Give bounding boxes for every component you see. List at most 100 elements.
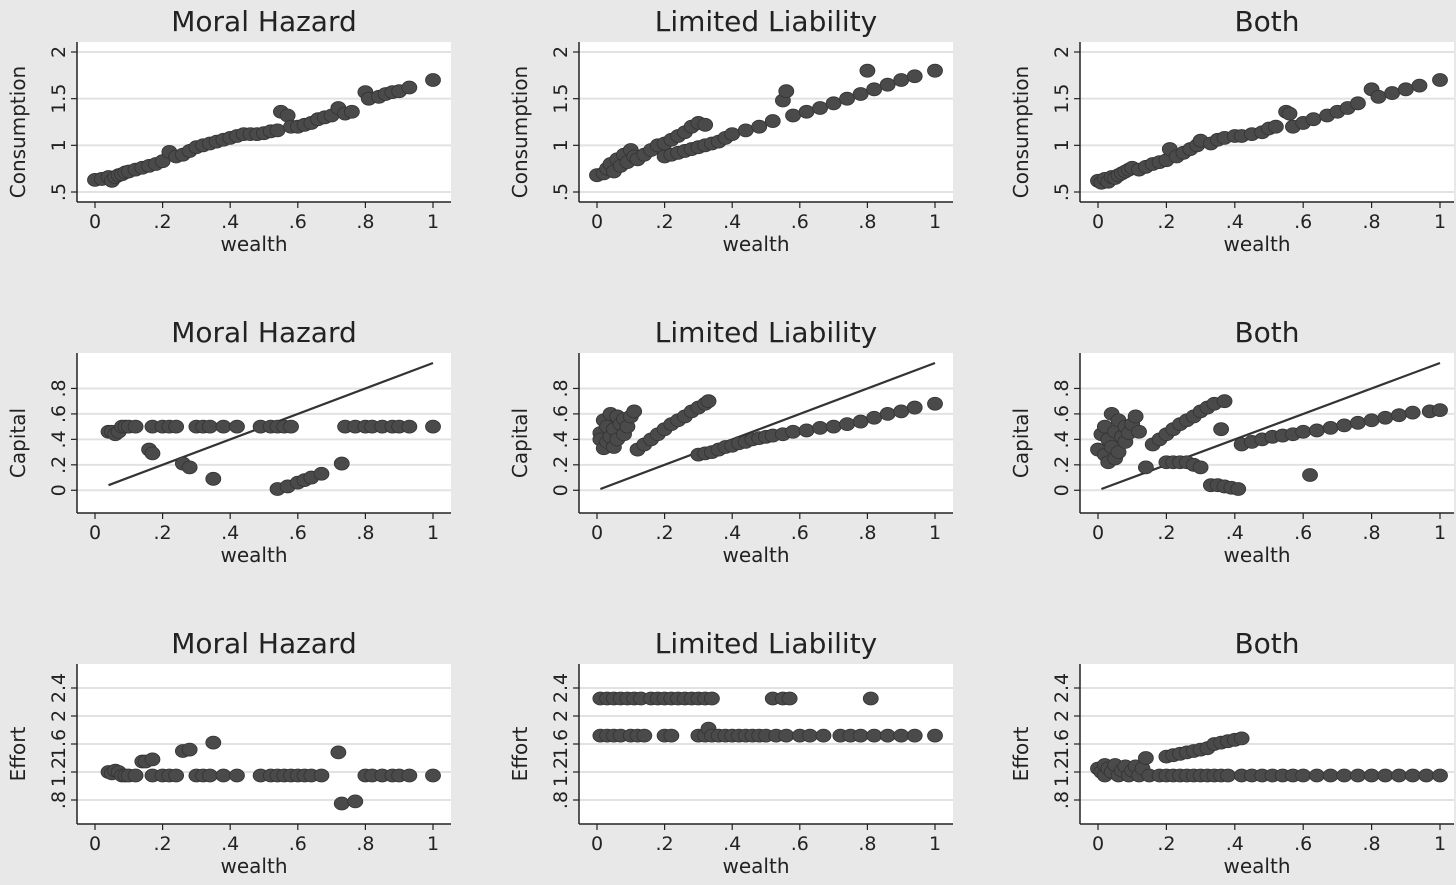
x-tick-label: .2 [154, 211, 172, 233]
data-point [1137, 460, 1154, 475]
y-tick-label: .4 [550, 430, 572, 448]
data-point [1363, 413, 1380, 428]
data-point [333, 456, 350, 471]
x-tick-label: .4 [1226, 833, 1244, 855]
x-tick-label: 1 [427, 522, 439, 544]
plot-area [77, 42, 451, 202]
x-tick-label: .2 [656, 833, 674, 855]
data-point [1308, 768, 1325, 783]
y-axis-label: Consumption [508, 66, 532, 198]
x-axis-label: wealth [723, 854, 790, 878]
data-point [636, 728, 653, 743]
y-tick-label: 1.6 [48, 729, 70, 759]
data-point [425, 419, 441, 434]
data-point [313, 466, 330, 481]
y-tick-label: 0 [550, 484, 572, 496]
data-point [1391, 768, 1407, 783]
data-point [1432, 768, 1448, 783]
y-tick-label: 2 [48, 710, 70, 722]
x-tick-label: 0 [89, 522, 101, 544]
y-tick-label: 2.4 [48, 673, 70, 703]
y-tick-label: .8 [1051, 791, 1073, 809]
x-tick-label: .8 [858, 522, 876, 544]
y-tick-label: 2 [550, 46, 572, 58]
data-point [144, 446, 161, 461]
data-point [697, 117, 714, 132]
panel-title: Limited Liability [655, 627, 878, 660]
data-point [229, 768, 245, 783]
y-tick-label: .8 [550, 379, 572, 397]
y-tick-label: 1.5 [1051, 84, 1073, 114]
data-point [343, 104, 360, 119]
x-tick-label: 0 [1092, 522, 1104, 544]
data-point [229, 419, 245, 434]
data-point [1377, 410, 1394, 425]
data-point [1131, 424, 1147, 439]
y-tick-label: 2 [550, 710, 572, 722]
x-tick-label: .6 [791, 833, 809, 855]
data-point [215, 768, 232, 783]
data-point [1336, 768, 1353, 783]
x-tick-label: .6 [289, 833, 307, 855]
data-point [1432, 403, 1448, 417]
x-tick-label: .4 [221, 522, 239, 544]
x-tick-label: .2 [1157, 211, 1175, 233]
x-tick-label: .8 [858, 211, 876, 233]
y-tick-label: .5 [48, 183, 70, 201]
data-point [1267, 119, 1284, 134]
data-point [866, 410, 883, 425]
data-point [778, 84, 795, 99]
y-tick-label: .8 [550, 791, 572, 809]
data-point [626, 404, 643, 419]
panel-title: Limited Liability [655, 316, 878, 349]
panel-title: Both [1234, 5, 1299, 38]
x-tick-label: 1 [427, 211, 439, 233]
data-point [751, 119, 768, 134]
data-point [906, 400, 923, 415]
x-tick-label: .8 [356, 211, 374, 233]
data-point [1295, 424, 1312, 439]
panel-8: 0 .2 .4 .6 .8 1 .8 1.21.6 2 2.4 Limited Liability w… [508, 627, 953, 878]
panel-title: Both [1234, 627, 1299, 660]
x-axis-label: wealth [1224, 543, 1291, 567]
data-point [737, 123, 754, 138]
data-point [1384, 86, 1401, 100]
x-tick-label: 0 [591, 211, 603, 233]
data-point [1418, 768, 1435, 783]
data-point [879, 77, 896, 92]
data-point [700, 394, 717, 409]
data-point [927, 63, 943, 78]
data-point [663, 728, 680, 743]
x-tick-label: .2 [154, 833, 172, 855]
data-point [1411, 78, 1428, 93]
data-point [724, 127, 741, 142]
data-point [798, 423, 815, 438]
data-point [269, 123, 286, 138]
data-point [778, 728, 795, 743]
x-axis-label: wealth [1224, 854, 1291, 878]
data-point [825, 96, 842, 111]
x-tick-label: .4 [723, 833, 741, 855]
reference-line [1101, 361, 1441, 491]
y-tick-label: .2 [1051, 456, 1073, 474]
y-axis-label: Capital [508, 408, 532, 478]
y-axis-label: Capital [1009, 408, 1033, 478]
x-tick-label: 1 [929, 833, 941, 855]
y-tick-label: .6 [48, 405, 70, 423]
data-point [181, 742, 198, 757]
y-tick-label: .5 [550, 183, 572, 201]
x-axis-label: wealth [1224, 232, 1291, 256]
data-point [1233, 731, 1250, 746]
y-tick-label: 1.5 [48, 84, 70, 114]
data-point [425, 73, 441, 87]
x-tick-label: .4 [1226, 211, 1244, 233]
panel-9: 0 .2 .4 .6 .8 1 .8 1.21.6 2 2.4 Both wealth Effort [1009, 627, 1454, 878]
y-axis-label: Effort [1009, 726, 1033, 781]
data-point [852, 87, 869, 101]
y-axis-label: Consumption [6, 66, 30, 198]
x-tick-label: .4 [221, 833, 239, 855]
data-point [893, 728, 910, 743]
x-tick-label: 1 [1434, 211, 1446, 233]
data-point [812, 421, 828, 435]
